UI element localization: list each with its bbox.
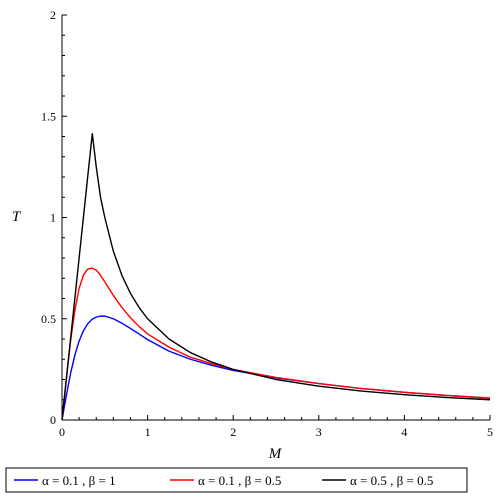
y-axis-label: T bbox=[12, 209, 22, 225]
x-tick-label: 3 bbox=[316, 425, 322, 439]
series-line-3 bbox=[61, 132, 491, 421]
legend-label-2: α = 0.1 , β = 0.5 bbox=[198, 473, 281, 488]
ticks: 0 1 2 3 4 5 0 0.5 1 1.5 2 bbox=[41, 8, 493, 439]
series-line-2 bbox=[61, 267, 491, 421]
axes bbox=[61, 15, 490, 421]
legend-box bbox=[5, 467, 468, 493]
legend-label-1: α = 0.1 , β = 1 bbox=[42, 473, 116, 488]
x-tick-label: 4 bbox=[401, 425, 407, 439]
x-tick-label: 2 bbox=[230, 425, 236, 439]
legend-label-3: α = 0.5 , β = 0.5 bbox=[350, 473, 433, 488]
legend: α = 0.1 , β = 1 α = 0.1 , β = 0.5 α = 0.5 … bbox=[5, 467, 468, 493]
x-tick-label: 5 bbox=[487, 425, 493, 439]
x-tick-label: 0 bbox=[59, 425, 65, 439]
y-tick-label: 0 bbox=[50, 413, 56, 427]
y-tick-label: 1.5 bbox=[41, 109, 56, 123]
x-axis-label: M bbox=[268, 446, 283, 462]
y-tick-label: 1 bbox=[50, 211, 56, 225]
x-tick-label: 1 bbox=[145, 425, 151, 439]
y-tick-label: 2 bbox=[50, 8, 56, 22]
y-tick-label: 0.5 bbox=[41, 312, 56, 326]
series-line-1 bbox=[61, 315, 491, 421]
series-lines bbox=[61, 132, 491, 421]
